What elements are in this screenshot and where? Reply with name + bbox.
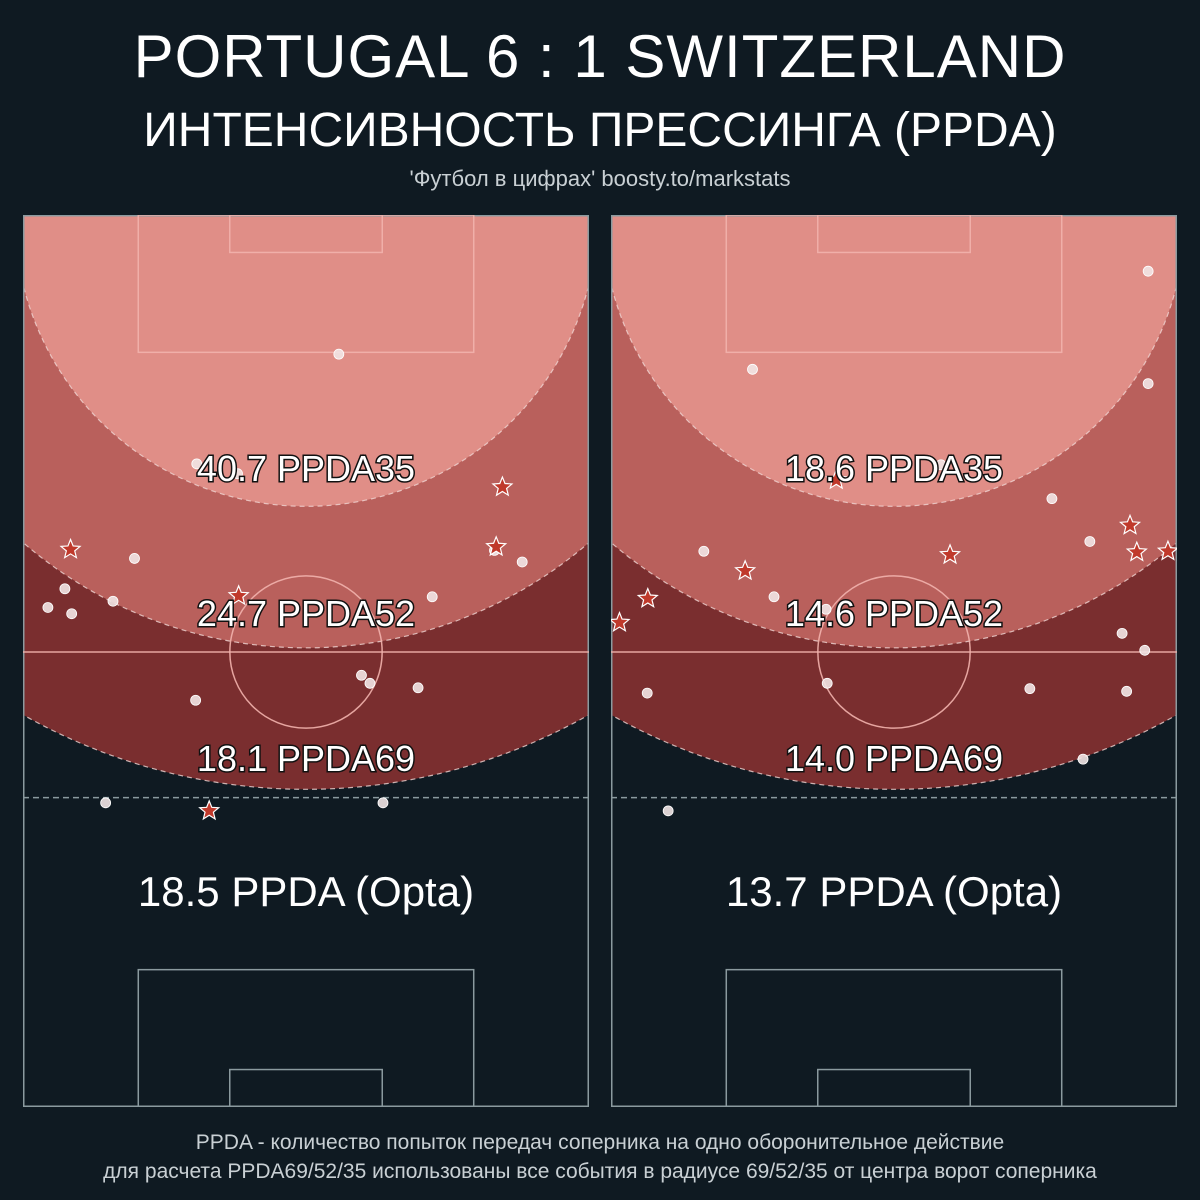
zone-label-ppda35: 40.7 PPDA35 [197, 448, 415, 489]
defensive-action-star [938, 543, 962, 565]
penalty-box-bottom [725, 968, 1063, 1107]
zone-label-ppda52: 14.6 PPDA52 [785, 593, 1003, 634]
defensive-action-dot [107, 595, 119, 607]
credit-text: 'Футбол в цифрах' boosty.to/markstats [409, 166, 791, 191]
defensive-action-dot [821, 677, 833, 689]
defensive-action-dot [129, 553, 140, 564]
defensive-action-star [1125, 540, 1148, 562]
defensive-action-star [825, 468, 848, 490]
defensive-action-star [491, 475, 514, 497]
zone-label-ppda69: 14.0 PPDA69 [785, 738, 1003, 779]
defensive-action-dot [1142, 378, 1154, 389]
opta-ppda-label: 13.7 PPDA (Opta) [726, 868, 1062, 915]
goal-box-top [229, 215, 383, 254]
zone-label-ppda52: 24.7 PPDA52 [197, 593, 415, 634]
defensive-action-dot [516, 556, 528, 568]
pitch-svg: 18.6 PPDA35 14.6 PPDA52 14.0 PPDA69 13.7 PP… [611, 215, 1177, 1107]
defensive-action-star [198, 799, 221, 821]
defensive-action-star [485, 535, 508, 557]
footer-method: для расчета PPDA69/52/35 использованы вс… [103, 1160, 1097, 1183]
opta-ppda-label: 18.5 PPDA (Opta) [138, 868, 474, 915]
defensive-action-dot [66, 608, 78, 620]
defensive-action-dot [747, 363, 758, 375]
pitch-chart-portugal: 40.7 PPDA35 24.7 PPDA52 18.1 PPDA69 18.5 PP… [23, 215, 589, 1107]
zone-ppda35 [611, 215, 1177, 507]
zone-label-ppda35: 18.6 PPDA35 [785, 448, 1003, 489]
defensive-action-dot [1084, 536, 1096, 547]
defensive-action-dot [412, 682, 424, 694]
defensive-action-dot [42, 602, 54, 613]
goal-box-top [817, 215, 971, 254]
defensive-action-dot [1046, 493, 1058, 505]
defensive-action-dot [641, 687, 653, 699]
defensive-action-dot [768, 591, 780, 603]
defensive-action-dot [59, 583, 71, 595]
goal-box-bottom [229, 1068, 383, 1107]
defensive-action-dot [662, 805, 674, 817]
defensive-action-star [59, 537, 82, 559]
defensive-action-dot [426, 591, 438, 603]
defensive-action-dot [698, 545, 710, 557]
defensive-action-dot [1077, 753, 1089, 765]
defensive-action-dot [191, 458, 203, 470]
defensive-action-dot [333, 348, 345, 360]
defensive-action-star [1118, 513, 1142, 535]
defensive-action-dot [377, 797, 389, 809]
defensive-action-dot [1116, 627, 1128, 639]
penalty-box-top [137, 215, 475, 354]
penalty-box-bottom [137, 968, 475, 1107]
goal-box-bottom [817, 1068, 971, 1107]
centre-circle [817, 575, 971, 729]
defensive-action-dot [1142, 265, 1154, 277]
defensive-action-star [227, 584, 250, 606]
defensive-action-dot [1121, 685, 1133, 697]
page-title: PORTUGAL 6 : 1 SWITZERLAND [133, 23, 1067, 90]
defensive-action-dot [820, 603, 832, 615]
defensive-action-dot [232, 468, 243, 480]
defensive-action-dot [100, 797, 112, 809]
defensive-action-dot [935, 459, 947, 471]
defensive-action-star [636, 586, 659, 608]
zone-label-ppda69: 18.1 PPDA69 [197, 738, 415, 779]
pitch-svg: 40.7 PPDA35 24.7 PPDA52 18.1 PPDA69 18.5 PP… [23, 215, 589, 1107]
defensive-action-star [1156, 539, 1177, 561]
centre-circle [229, 575, 383, 729]
page-subtitle: ИНТЕНСИВНОСТЬ ПРЕССИНГА (PPDA) [143, 104, 1057, 157]
pitch-chart-switzerland: 18.6 PPDA35 14.6 PPDA52 14.0 PPDA69 13.7 PP… [611, 215, 1177, 1107]
penalty-box-top [725, 215, 1063, 354]
defensive-action-star [734, 559, 757, 581]
defensive-action-dot [1139, 644, 1151, 656]
footer-definition: PPDA - количество попыток передач соперн… [195, 1131, 1005, 1154]
defensive-action-dot [190, 694, 202, 706]
defensive-action-dot [1024, 683, 1036, 695]
defensive-action-star [611, 611, 631, 633]
defensive-action-dot [364, 677, 376, 689]
defensive-action-dot [356, 669, 367, 681]
zone-ppda35 [23, 215, 589, 507]
